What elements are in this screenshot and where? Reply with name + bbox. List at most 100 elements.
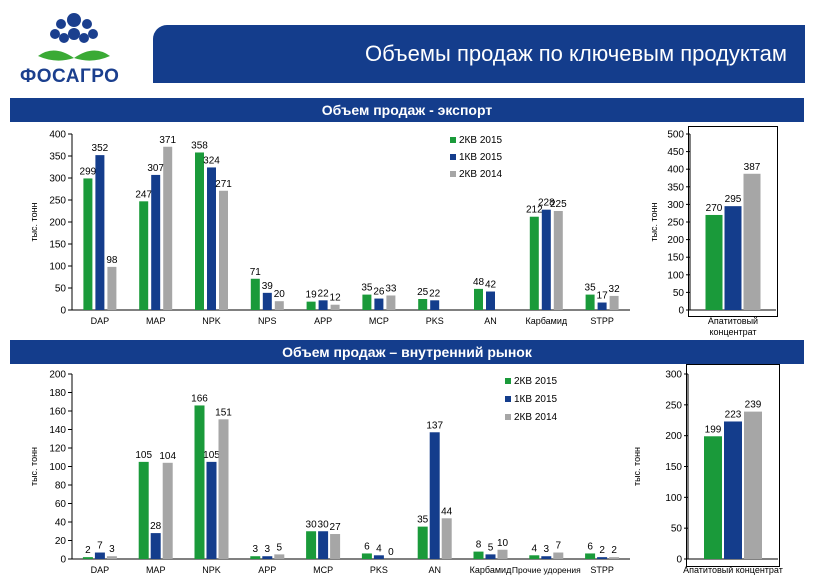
export-main-data-label: 228 bbox=[538, 198, 555, 209]
export-main-data-label: 271 bbox=[215, 179, 232, 190]
export-main-bar bbox=[318, 300, 328, 310]
export-main-bar bbox=[207, 167, 216, 310]
domestic-main-y-tick-label: 160 bbox=[49, 407, 66, 418]
export-main-data-label: 358 bbox=[191, 140, 208, 151]
export-apatite-y-tick-label: 50 bbox=[673, 288, 685, 299]
domestic-main-bar bbox=[106, 556, 117, 559]
export-main-y-axis-title: тыс. тонн bbox=[29, 202, 39, 241]
domestic-main-data-label: 7 bbox=[97, 541, 103, 552]
export-main-bar bbox=[553, 211, 563, 310]
domestic-main-bar bbox=[473, 551, 484, 559]
domestic-apatite-x-tick-label: Апатитовый концентрат bbox=[683, 565, 783, 575]
domestic-main-y-tick-label: 40 bbox=[55, 518, 67, 529]
export-main-x-tick-label: AN bbox=[484, 316, 497, 326]
export-main-data-label: 71 bbox=[250, 267, 262, 278]
export-main-x-tick-label: NPK bbox=[202, 316, 221, 326]
export-main-bar bbox=[585, 294, 595, 310]
domestic-main-data-label: 3 bbox=[109, 544, 115, 555]
phosagro-logo bbox=[38, 13, 110, 61]
export-main-x-tick-label: PKS bbox=[426, 316, 444, 326]
export-main-data-label: 35 bbox=[361, 283, 373, 294]
export-main-data-label: 324 bbox=[203, 155, 220, 166]
export-main-data-label: 19 bbox=[306, 290, 318, 301]
domestic-main-bar bbox=[162, 462, 173, 559]
domestic-main-bar bbox=[318, 531, 329, 559]
export-main-bar bbox=[274, 301, 284, 310]
export-main-y-tick-label: 400 bbox=[49, 130, 66, 141]
domestic-main-bar bbox=[529, 555, 540, 559]
export-main-bar bbox=[107, 266, 117, 310]
domestic-main-x-tick-label: DAP bbox=[91, 565, 110, 575]
export-main-x-tick-label: NPS bbox=[258, 316, 277, 326]
export-main-data-label: 48 bbox=[473, 277, 485, 288]
domestic-main-data-label: 2 bbox=[85, 545, 91, 556]
export-main-bar bbox=[541, 209, 551, 310]
domestic-main-x-tick-label: STPP bbox=[590, 565, 614, 575]
export-main-data-label: 212 bbox=[526, 205, 543, 216]
domestic-main-data-label: 166 bbox=[191, 393, 208, 404]
domestic-main-data-label: 2 bbox=[611, 545, 617, 556]
domestic-main-x-tick-label: NPK bbox=[202, 565, 221, 575]
domestic-apatite-bar bbox=[704, 436, 722, 559]
domestic-main-x-tick-label: PKS bbox=[370, 565, 388, 575]
domestic-main-bar bbox=[541, 556, 552, 559]
domestic-main-bar bbox=[485, 554, 496, 559]
domestic-apatite-y-tick-label: 50 bbox=[671, 524, 683, 535]
domestic-main-data-label: 4 bbox=[376, 543, 382, 554]
domestic-apatite-frame bbox=[686, 364, 780, 567]
export-apatite-y-axis-title: тыс. тонн bbox=[649, 202, 659, 241]
export-main-bar bbox=[374, 298, 384, 310]
export-main-data-label: 225 bbox=[550, 199, 567, 210]
export-main-data-label: 371 bbox=[159, 135, 176, 146]
export-apatite-y-tick-label: 250 bbox=[667, 218, 684, 229]
domestic-main-y-tick-label: 0 bbox=[60, 555, 66, 566]
export-main-bar bbox=[151, 174, 161, 310]
export-main-data-label: 20 bbox=[274, 289, 286, 300]
domestic-apatite-y-tick-label: 300 bbox=[665, 370, 682, 381]
export-main-data-label: 12 bbox=[330, 293, 342, 304]
domestic-main-y-tick-label: 180 bbox=[49, 388, 66, 399]
export-apatite-data-label: 387 bbox=[744, 162, 761, 173]
domestic-main-data-label: 30 bbox=[318, 519, 330, 530]
domestic-main-x-tick-label: Прочие удорения bbox=[512, 565, 581, 575]
domestic-main-bar bbox=[194, 405, 205, 559]
domestic-apatite-y-tick-label: 100 bbox=[665, 493, 682, 504]
domestic-main-data-label: 6 bbox=[587, 541, 593, 552]
export-main-bar bbox=[163, 146, 173, 310]
page-title: Объемы продаж по ключевым продуктам bbox=[364, 41, 787, 66]
export-main-data-label: 32 bbox=[609, 284, 621, 295]
domestic-main-data-label: 5 bbox=[277, 542, 283, 553]
export-main-x-tick-label: MCP bbox=[369, 316, 389, 326]
domestic-main-data-label: 105 bbox=[135, 450, 152, 461]
export-main-data-label: 25 bbox=[417, 287, 429, 298]
domestic-main-y-tick-label: 100 bbox=[49, 462, 66, 473]
domestic-main-data-label: 151 bbox=[215, 407, 232, 418]
export-main-data-label: 42 bbox=[485, 280, 497, 291]
domestic-main-bar bbox=[361, 553, 372, 559]
export-main-y-tick-label: 200 bbox=[49, 218, 66, 229]
export-main-data-label: 247 bbox=[135, 189, 152, 200]
export-main-bar bbox=[474, 288, 483, 310]
export-main-legend-label: 2КВ 2014 bbox=[459, 169, 503, 180]
domestic-main-legend-label: 2КВ 2014 bbox=[514, 412, 558, 423]
domestic-main-bar bbox=[373, 555, 384, 559]
export-apatite-y-tick-label: 0 bbox=[678, 306, 684, 317]
domestic-main-bar bbox=[94, 552, 105, 559]
domestic-main-y-tick-label: 120 bbox=[49, 444, 66, 455]
domestic-main-legend-label: 2КВ 2015 bbox=[514, 376, 558, 387]
export-section-title: Объем продаж - экспорт bbox=[10, 98, 804, 122]
domestic-main-y-axis-title: тыс. тонн bbox=[29, 447, 39, 486]
domestic-main-data-label: 137 bbox=[426, 420, 443, 431]
export-apatite-bar bbox=[705, 214, 723, 310]
domestic-main-x-tick-label: APP bbox=[258, 565, 276, 575]
domestic-main-bar bbox=[585, 553, 596, 559]
domestic-main-legend-label: 1КВ 2015 bbox=[514, 394, 558, 405]
export-main-y-tick-label: 350 bbox=[49, 152, 66, 163]
domestic-main-bar bbox=[262, 556, 273, 559]
export-main-data-label: 307 bbox=[147, 163, 164, 174]
domestic-main-bar bbox=[441, 518, 452, 559]
domestic-main-data-label: 44 bbox=[441, 506, 453, 517]
export-main-data-label: 98 bbox=[106, 255, 118, 266]
export-main-bar bbox=[219, 190, 228, 310]
domestic-main-y-tick-label: 200 bbox=[49, 370, 66, 381]
